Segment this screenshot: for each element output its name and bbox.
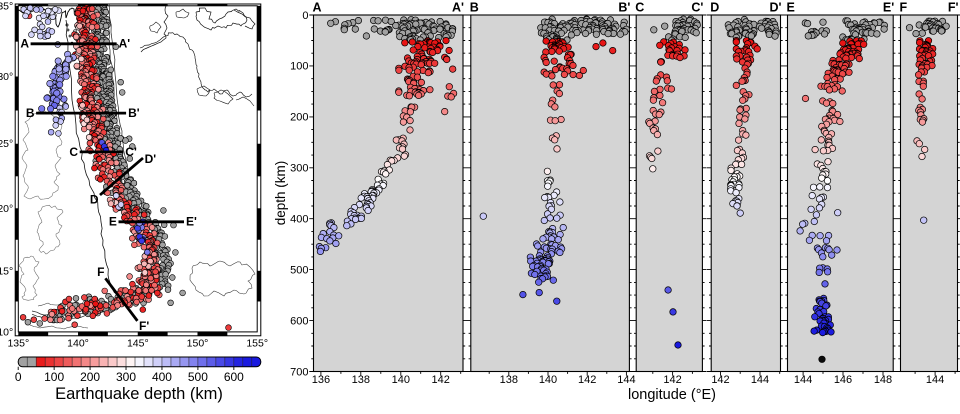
- svg-text:F': F': [948, 1, 959, 15]
- svg-text:Earthquake depth (km): Earthquake depth (km): [55, 385, 223, 403]
- svg-text:142: 142: [711, 374, 729, 386]
- svg-text:15°: 15°: [0, 265, 13, 277]
- svg-text:144: 144: [794, 374, 812, 386]
- svg-text:140: 140: [539, 374, 557, 386]
- svg-text:E: E: [109, 215, 117, 229]
- svg-text:D: D: [710, 1, 719, 15]
- svg-text:E': E': [186, 215, 197, 229]
- svg-text:142: 142: [432, 374, 450, 386]
- svg-text:144: 144: [751, 374, 769, 386]
- svg-text:300: 300: [290, 163, 308, 175]
- svg-text:140°: 140°: [67, 337, 89, 349]
- svg-text:200: 200: [80, 370, 100, 384]
- svg-text:400: 400: [290, 214, 308, 226]
- svg-text:F: F: [900, 1, 908, 15]
- svg-text:100: 100: [290, 61, 308, 73]
- svg-text:100: 100: [44, 370, 64, 384]
- svg-text:A: A: [313, 1, 322, 15]
- svg-text:0: 0: [302, 10, 308, 22]
- svg-text:138: 138: [352, 374, 370, 386]
- svg-text:E: E: [787, 1, 795, 15]
- svg-text:10°: 10°: [0, 326, 13, 338]
- svg-text:142: 142: [578, 374, 596, 386]
- svg-text:C': C': [125, 145, 137, 159]
- svg-text:144: 144: [617, 374, 635, 386]
- svg-text:140: 140: [392, 374, 410, 386]
- svg-text:600: 600: [224, 370, 244, 384]
- svg-text:A': A': [452, 1, 464, 15]
- svg-text:A': A': [119, 37, 131, 51]
- svg-text:B': B': [128, 106, 140, 120]
- svg-text:F': F': [139, 319, 149, 333]
- svg-text:B: B: [470, 1, 479, 15]
- svg-text:155°: 155°: [246, 337, 268, 349]
- svg-text:500: 500: [188, 370, 208, 384]
- svg-text:138: 138: [500, 374, 518, 386]
- svg-text:C: C: [69, 145, 78, 159]
- svg-text:25°: 25°: [0, 138, 13, 150]
- svg-text:136: 136: [312, 374, 330, 386]
- svg-text:400: 400: [152, 370, 172, 384]
- svg-text:600: 600: [290, 315, 308, 327]
- svg-text:depth (km): depth (km): [273, 161, 288, 226]
- svg-text:135°: 135°: [7, 337, 29, 349]
- svg-text:A: A: [20, 37, 29, 51]
- svg-text:148: 148: [874, 374, 892, 386]
- svg-text:D': D': [770, 1, 782, 15]
- svg-text:35°: 35°: [0, 0, 13, 12]
- svg-text:E': E': [883, 1, 894, 15]
- svg-text:144: 144: [926, 374, 944, 386]
- svg-text:30°: 30°: [0, 71, 13, 83]
- svg-text:300: 300: [116, 370, 136, 384]
- svg-text:146: 146: [834, 374, 852, 386]
- svg-text:C: C: [635, 1, 644, 15]
- svg-text:B: B: [26, 106, 35, 120]
- svg-text:B': B': [618, 1, 630, 15]
- svg-text:500: 500: [290, 264, 308, 276]
- svg-text:200: 200: [290, 112, 308, 124]
- svg-text:700: 700: [290, 366, 308, 378]
- svg-text:longitude (°E): longitude (°E): [628, 387, 716, 403]
- svg-text:145°: 145°: [127, 337, 149, 349]
- svg-text:142: 142: [663, 374, 681, 386]
- svg-text:C': C': [691, 1, 703, 15]
- svg-text:0: 0: [15, 370, 22, 384]
- svg-text:20°: 20°: [0, 203, 13, 215]
- svg-text:D: D: [90, 193, 99, 207]
- svg-text:F: F: [97, 265, 104, 279]
- svg-text:D': D': [145, 152, 157, 166]
- svg-text:150°: 150°: [187, 337, 209, 349]
